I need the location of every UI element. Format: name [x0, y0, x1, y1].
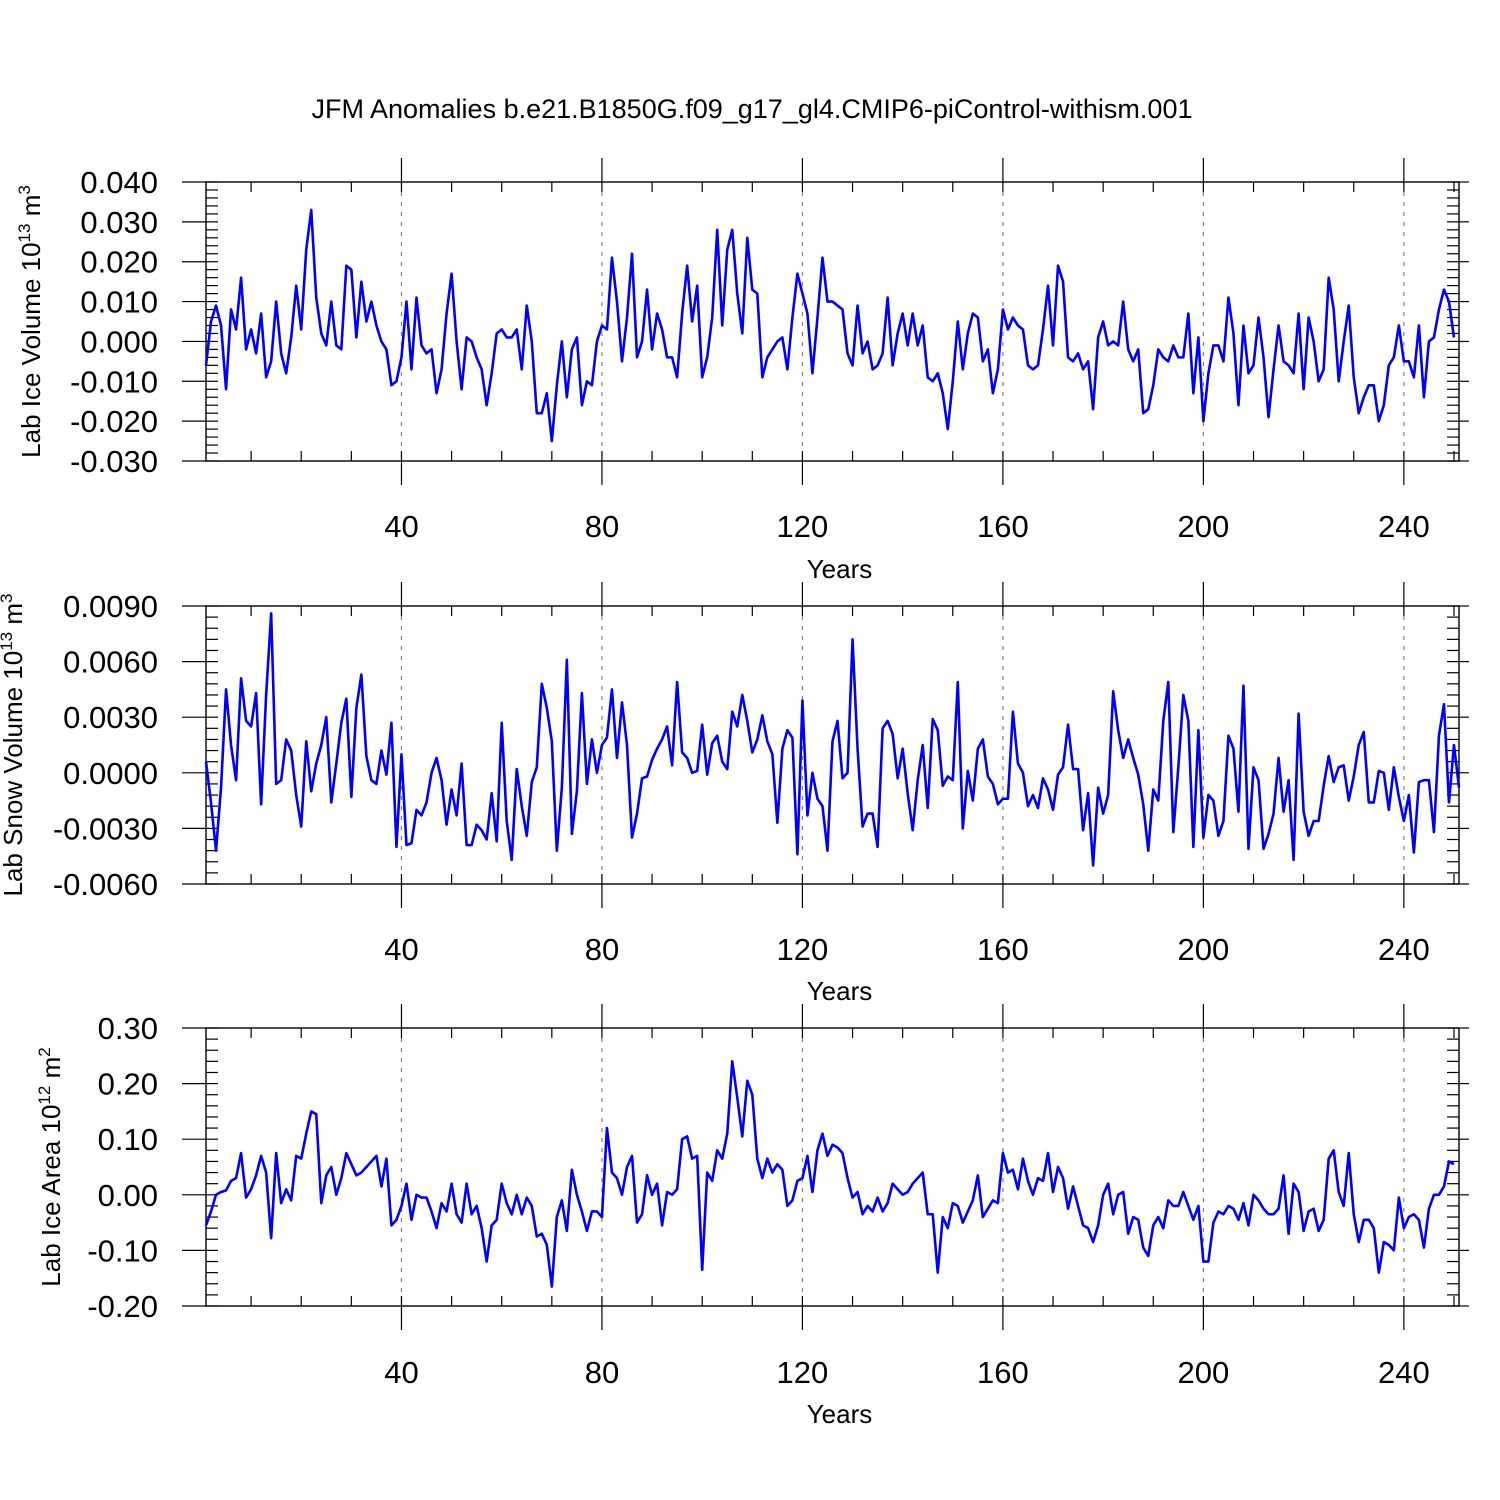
x-tick-label: 120 — [777, 1355, 829, 1390]
x-tick-label: 200 — [1178, 1355, 1230, 1390]
y-tick-label: 0.0060 — [63, 645, 158, 680]
y-tick-label: 0.0000 — [63, 756, 158, 791]
panels: -0.030 -0.020 -0.010 0.000 0.010 0.020 0.030 0.… — [0, 158, 1469, 1429]
y-label-exponent: 12 — [35, 1086, 54, 1105]
x-tick-label: 240 — [1378, 1355, 1430, 1390]
y-tick-label: -0.0030 — [53, 811, 158, 846]
y-tick-label: 0.000 — [80, 324, 158, 359]
series-line-ice-volume — [204, 208, 1456, 443]
x-tick-label: 200 — [1178, 932, 1230, 967]
y-tick-label: 0.0030 — [63, 700, 158, 735]
x-tick-label: 80 — [585, 1355, 619, 1390]
x-tick-label: 80 — [585, 932, 619, 967]
y-label-exponent: 13 — [0, 632, 16, 651]
chart-panel-snow-volume: -0.0060 -0.0030 0.0000 0.0030 0.0060 0.0090 40… — [0, 582, 1469, 1006]
y-tick-label: -0.20 — [87, 1289, 158, 1324]
series-line-ice-area — [204, 1060, 1455, 1288]
x-tick-label: 40 — [384, 932, 418, 967]
x-tick-label: 120 — [777, 932, 829, 967]
y-tick-label: -0.0060 — [53, 867, 158, 902]
x-tick-label: 160 — [977, 1355, 1029, 1390]
y-label-unit: m — [16, 195, 46, 224]
x-tick-label: 160 — [977, 509, 1029, 544]
y-label-main: Lab Ice Area 10 — [36, 1105, 66, 1287]
y-tick-label: 0.30 — [98, 1011, 158, 1046]
x-tick-label: 80 — [585, 509, 619, 544]
y-label-unit-exponent: 3 — [0, 593, 16, 602]
x-tick-label: 240 — [1378, 932, 1430, 967]
x-tick-label: 120 — [777, 509, 829, 544]
y-tick-label: -0.020 — [70, 404, 158, 439]
x-tick-label: 240 — [1378, 509, 1430, 544]
chart-title: JFM Anomalies b.e21.B1850G.f09_g17_gl4.C… — [312, 94, 1193, 124]
chart-panel-ice-area: -0.20 -0.10 0.00 0.10 0.20 0.30 40 80 120 160 200 2… — [35, 1004, 1469, 1429]
y-label-main: Lab Snow Volume 10 — [0, 651, 28, 897]
chart-panel-ice-volume: -0.030 -0.020 -0.010 0.000 0.010 0.020 0.030 0.… — [15, 158, 1469, 584]
y-tick-label: -0.10 — [87, 1233, 158, 1268]
y-label-unit: m — [36, 1057, 66, 1086]
plot-frame — [205, 1027, 1460, 1307]
y-label-unit-exponent: 2 — [35, 1047, 54, 1056]
y-axis-label: Lab Snow Volume 1013 m3 — [0, 593, 28, 896]
y-tick-label: 0.030 — [80, 205, 158, 240]
y-label-unit: m — [0, 603, 28, 632]
y-tick-label: 0.020 — [80, 245, 158, 280]
x-axis-label: Years — [807, 1399, 873, 1429]
y-tick-label: 0.00 — [98, 1178, 158, 1213]
plot-frame — [205, 181, 1460, 462]
x-axis-label: Years — [807, 976, 873, 1006]
y-tick-label: 0.10 — [98, 1122, 158, 1157]
y-axis-label: Lab Ice Volume 1013 m3 — [15, 185, 46, 458]
y-label-main: Lab Ice Volume 10 — [16, 242, 46, 457]
x-tick-label: 40 — [384, 509, 418, 544]
x-tick-label: 200 — [1178, 509, 1230, 544]
x-tick-label: 40 — [384, 1355, 418, 1390]
y-tick-label: 0.20 — [98, 1067, 158, 1102]
y-tick-label: 0.0090 — [63, 589, 158, 624]
y-label-unit-exponent: 3 — [15, 185, 34, 194]
y-tick-label: -0.030 — [70, 444, 158, 479]
x-tick-label: 160 — [977, 932, 1029, 967]
y-label-exponent: 13 — [15, 224, 34, 243]
y-tick-label: 0.010 — [80, 285, 158, 320]
x-axis-label: Years — [807, 554, 873, 584]
y-tick-label: -0.010 — [70, 364, 158, 399]
plot-frame — [205, 605, 1460, 885]
y-tick-label: 0.040 — [80, 165, 158, 200]
series-line-snow-volume — [204, 612, 1461, 867]
y-axis-label: Lab Ice Area 1012 m2 — [35, 1047, 66, 1286]
